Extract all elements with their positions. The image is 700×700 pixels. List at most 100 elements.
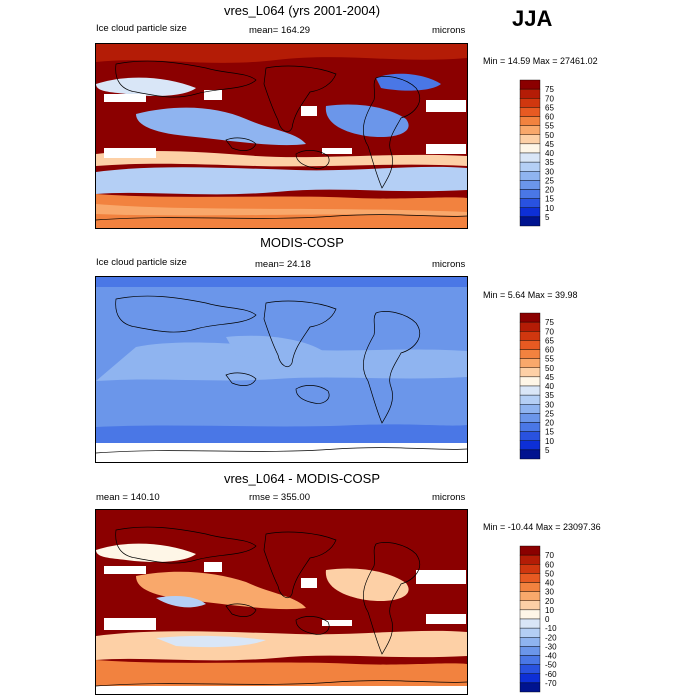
panel-title: vres_L064 - MODIS-COSP: [223, 471, 381, 486]
colorbar-tick-label: 55: [545, 355, 554, 364]
colorbar-tick-label: 15: [545, 195, 554, 204]
map-difference: [95, 509, 468, 695]
map-observation: [95, 276, 468, 463]
colorbar-swatch: [519, 440, 541, 451]
colorbar-tick-label: -60: [545, 670, 557, 679]
colorbar-tick-label: 50: [545, 131, 554, 140]
colorbar-tick-label: 35: [545, 158, 554, 167]
colorbar-model: 75 70 65 60 55 50 45 40 35 30 25 20 15 10 5: [519, 79, 579, 227]
colorbar-tick-label: 10: [545, 606, 554, 615]
colorbar-tick-label: 45: [545, 373, 554, 382]
colorbar-swatch: [519, 673, 541, 684]
colorbar-tick-label: -40: [545, 652, 557, 661]
colorbar-tick-label: 65: [545, 336, 554, 345]
colorbar-swatch: [519, 134, 541, 145]
colorbar-tick-label: 65: [545, 103, 554, 112]
colorbar-swatch: [519, 198, 541, 208]
colorbar-tick-label: 50: [545, 569, 554, 578]
colorbar-swatch: [519, 143, 541, 154]
colorbar-tick-label: 40: [545, 579, 554, 588]
colorbar-swatch: [519, 655, 541, 665]
colorbar-swatch: [519, 161, 541, 172]
mean-label: mean= 164.29: [249, 25, 311, 36]
units-label: microns: [432, 492, 466, 503]
colorbar-swatch: [519, 107, 541, 117]
colorbar-tick-label: -10: [545, 624, 557, 633]
colorbar-tick-label: 75: [545, 318, 554, 327]
colorbar-swatch: [519, 98, 541, 108]
colorbar-tick-label: 10: [545, 204, 554, 213]
colorbar-tick-label: 20: [545, 186, 554, 195]
colorbar-swatch: [519, 331, 541, 341]
colorbar-tick-label: -30: [545, 642, 557, 651]
colorbar-swatch: [519, 404, 541, 414]
colorbar-swatch: [519, 682, 541, 693]
colorbar-tick-label: 35: [545, 391, 554, 400]
colorbar-tick-label: 70: [545, 551, 554, 560]
panel-title: vres_L064 (yrs 2001-2004): [223, 3, 381, 18]
colorbar-difference: 70 60 50 40 30 20 10 0 -10 -20 -30 -40 -50 -60 -70: [519, 545, 579, 693]
colorbar-tick-label: 60: [545, 346, 554, 355]
units-label: microns: [432, 259, 466, 270]
colorbar-swatch: [519, 216, 541, 227]
variable-label: Ice cloud particle size: [96, 23, 187, 34]
colorbar-tick-label: 30: [545, 167, 554, 176]
colorbar-swatch: [519, 582, 541, 592]
colorbar-tick-label: 15: [545, 428, 554, 437]
colorbar-swatch: [519, 545, 541, 556]
colorbar-swatch: [519, 600, 541, 611]
units-label: microns: [432, 25, 466, 36]
colorbar-swatch: [519, 646, 541, 656]
colorbar-tick-label: 5: [545, 213, 550, 222]
colorbar-observation: 75 70 65 60 55 50 45 40 35 30 25 20 15 10 5: [519, 312, 579, 460]
colorbar-swatch: [519, 618, 541, 629]
colorbar-swatch: [519, 573, 541, 583]
colorbar-swatch: [519, 125, 541, 135]
rmse-label: rmse = 355.00: [249, 492, 310, 503]
colorbar-tick-label: 40: [545, 149, 554, 158]
map-model: [95, 43, 468, 229]
colorbar-swatch: [519, 431, 541, 441]
colorbar-swatch: [519, 152, 541, 163]
season-label: JJA: [512, 6, 553, 31]
colorbar-tick-label: 30: [545, 588, 554, 597]
minmax-label: Min = -10.44 Max = 23097.36: [483, 522, 601, 532]
minmax-label: Min = 5.64 Max = 39.98: [483, 290, 578, 300]
colorbar-tick-label: 70: [545, 94, 554, 103]
colorbar-swatch: [519, 591, 541, 601]
colorbar-swatch: [519, 637, 541, 647]
colorbar-tick-label: 55: [545, 122, 554, 131]
colorbar-tick-label: 5: [545, 446, 550, 455]
minmax-label: Min = 14.59 Max = 27461.02: [483, 56, 598, 66]
colorbar-swatch: [519, 376, 541, 387]
colorbar-tick-label: 75: [545, 85, 554, 94]
colorbar-swatch: [519, 321, 541, 332]
colorbar-tick-label: -70: [545, 679, 557, 688]
colorbar-tick-label: 70: [545, 327, 554, 336]
colorbar-tick-label: 0: [545, 615, 550, 624]
colorbar-swatch: [519, 79, 541, 90]
colorbar-swatch: [519, 664, 541, 674]
colorbar-swatch: [519, 180, 541, 190]
colorbar-tick-label: 20: [545, 419, 554, 428]
mean-label: mean= 24.18: [255, 259, 311, 270]
colorbar-swatch: [519, 207, 541, 218]
colorbar-swatch: [519, 385, 541, 396]
colorbar-tick-label: 25: [545, 176, 554, 185]
colorbar-tick-label: 50: [545, 364, 554, 373]
colorbar-swatch: [519, 609, 541, 620]
colorbar-swatch: [519, 413, 541, 423]
colorbar-swatch: [519, 449, 541, 460]
colorbar-tick-label: 25: [545, 409, 554, 418]
variable-label: Ice cloud particle size: [96, 257, 187, 268]
colorbar-swatch: [519, 367, 541, 378]
colorbar-tick-label: 20: [545, 597, 554, 606]
colorbar-tick-label: 40: [545, 382, 554, 391]
colorbar-swatch: [519, 554, 541, 565]
colorbar-swatch: [519, 349, 541, 359]
colorbar-swatch: [519, 394, 541, 405]
colorbar-swatch: [519, 88, 541, 99]
colorbar-tick-label: -50: [545, 661, 557, 670]
colorbar-tick-label: 45: [545, 140, 554, 149]
panel-title: MODIS-COSP: [260, 235, 344, 250]
